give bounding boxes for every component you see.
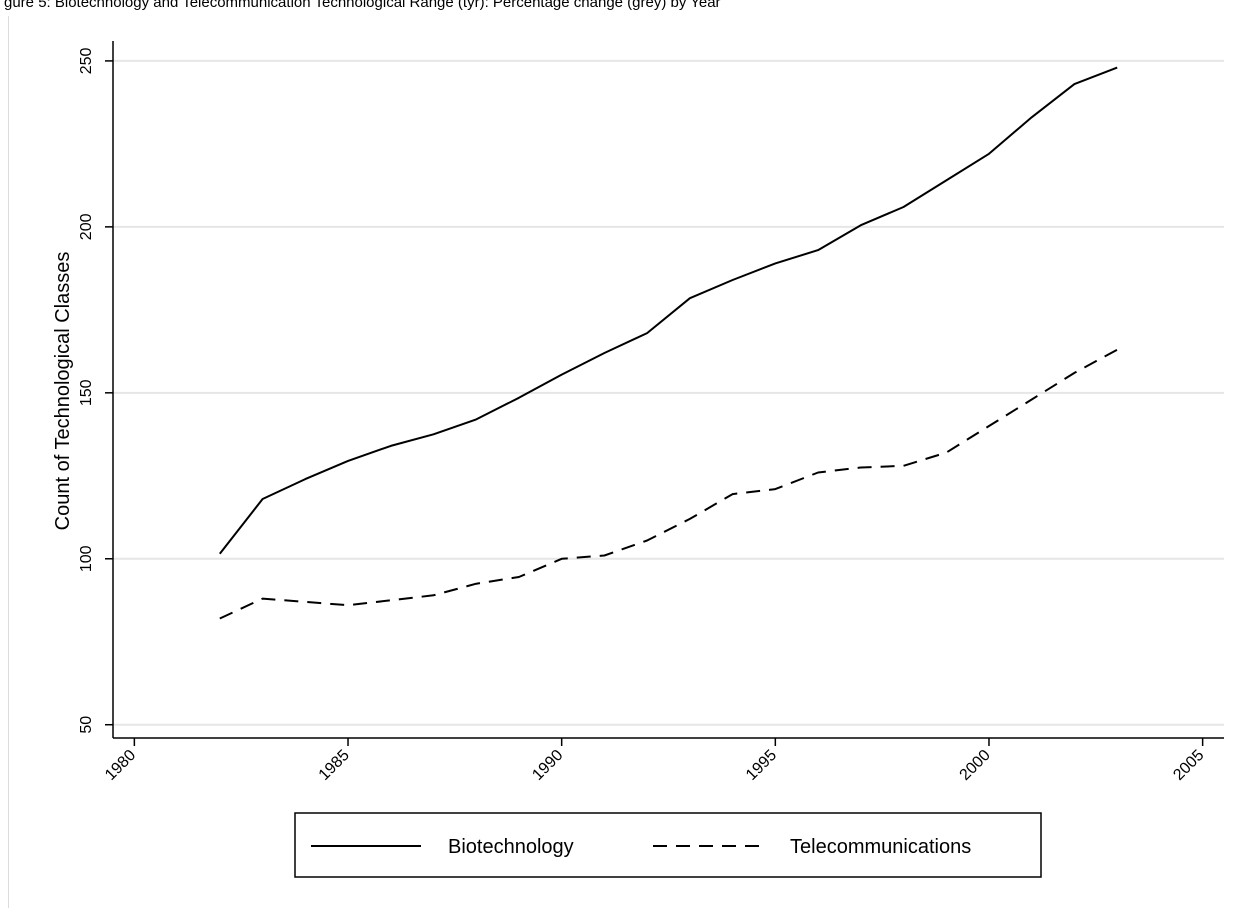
x-tick-label-1995: 1995 xyxy=(743,747,780,784)
y-tick-label-200: 200 xyxy=(78,213,95,240)
figure-border xyxy=(8,16,9,908)
y-tick-label-250: 250 xyxy=(78,47,95,74)
y-tick-label-100: 100 xyxy=(78,545,95,572)
figure-caption: gure 5: Biotechnology and Telecommunicat… xyxy=(4,0,721,11)
legend-label-biotechnology: Biotechnology xyxy=(448,836,574,858)
y-axis-title: Count of Technological Classes xyxy=(52,252,74,531)
y-axis-ticks: 50 100 150 200 250 xyxy=(78,47,113,734)
series-line-telecommunications xyxy=(219,348,1118,620)
legend-label-telecommunications: Telecommunications xyxy=(790,836,971,858)
x-axis-ticks: 1980 1985 1990 1995 2000 2005 xyxy=(102,738,1208,784)
axes xyxy=(112,41,1224,739)
y-tick-label-50: 50 xyxy=(78,716,95,734)
series-line-biotechnology xyxy=(219,66,1118,555)
x-tick-label-1980: 1980 xyxy=(102,747,139,784)
x-tick-label-2005: 2005 xyxy=(1170,747,1207,784)
y-tick-label-150: 150 xyxy=(78,379,95,406)
legend-box xyxy=(294,812,1042,878)
x-tick-label-1985: 1985 xyxy=(316,747,353,784)
series-lines xyxy=(219,66,1118,620)
legend: Biotechnology Telecommunications xyxy=(294,812,1042,878)
x-tick-label-1990: 1990 xyxy=(529,747,566,784)
x-tick-label-2000: 2000 xyxy=(957,747,994,784)
gridlines xyxy=(113,59,1224,726)
